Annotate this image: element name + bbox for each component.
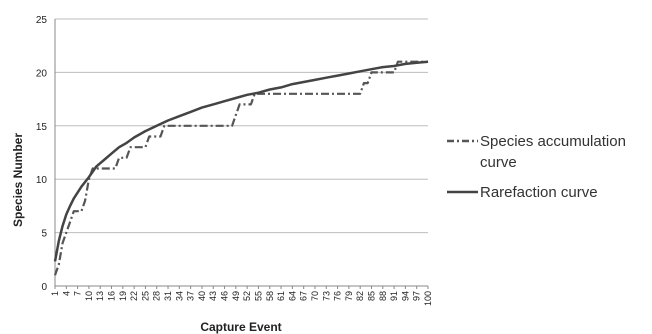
x-tick-label-25: 25: [140, 291, 150, 301]
x-tick-label-52: 52: [242, 291, 252, 301]
x-tick-label-85: 85: [366, 291, 376, 301]
legend-label-rarefaction: Rarefaction curve: [480, 184, 598, 201]
x-tick-label-28: 28: [152, 291, 162, 301]
x-tick-label-43: 43: [208, 291, 218, 301]
x-tick-label-31: 31: [163, 291, 173, 301]
legend-label-species-accumulation-cont: curve: [480, 154, 517, 171]
x-tick-label-1: 1: [50, 291, 60, 296]
x-tick-label-73: 73: [321, 291, 331, 301]
x-tick-label-70: 70: [310, 291, 320, 301]
x-tick-label-19: 19: [118, 291, 128, 301]
series-line-rarefaction-curve: [53, 60, 429, 262]
y-tick-label-20: 20: [36, 68, 48, 79]
x-tick-label-10: 10: [84, 291, 94, 301]
x-tick-label-4: 4: [61, 291, 71, 296]
x-tick-label-55: 55: [253, 291, 263, 301]
y-tick-labels: 0 5 10 15 20 25: [36, 15, 48, 293]
series-line-species-accumulation-curve: [53, 60, 428, 276]
x-axis-title: Capture Event: [200, 320, 281, 334]
x-tick-label-64: 64: [287, 291, 297, 301]
gridlines: [55, 18, 428, 234]
x-tick-label-46: 46: [220, 291, 230, 301]
y-tick-label-25: 25: [36, 15, 48, 26]
x-tick-label-34: 34: [174, 291, 184, 301]
y-tick-label-10: 10: [36, 175, 48, 186]
axes: [54, 19, 428, 287]
x-tick-label-88: 88: [378, 291, 388, 301]
x-tick-label-76: 76: [333, 291, 343, 301]
y-tick-label-0: 0: [41, 282, 47, 293]
y-tick-label-15: 15: [36, 122, 48, 133]
x-tick-label-61: 61: [276, 291, 286, 301]
x-tick-label-58: 58: [265, 291, 275, 301]
y-axis-title: Species Number: [11, 133, 25, 227]
x-tick-label-67: 67: [299, 291, 309, 301]
x-tick-label-91: 91: [389, 291, 399, 301]
y-tick-label-5: 5: [41, 229, 47, 240]
legend: Species accumulation curve Rarefaction c…: [447, 133, 626, 201]
x-tick-labels: 1 4 7 10 13 16 19 22 25 28 31 34 37 40 43 46 49 52 55 58 61 6…: [50, 286, 433, 306]
x-tick-label-13: 13: [95, 291, 105, 301]
series-lines: [53, 60, 429, 276]
x-tick-label-7: 7: [73, 291, 83, 296]
x-tick-label-37: 37: [186, 291, 196, 301]
x-tick-label-22: 22: [129, 291, 139, 301]
x-tick-label-82: 82: [355, 291, 365, 301]
x-tick-label-97: 97: [412, 291, 422, 301]
legend-label-species-accumulation: Species accumulation: [480, 133, 626, 150]
x-tick-label-100: 100: [423, 291, 433, 306]
x-tick-label-16: 16: [107, 291, 117, 301]
x-tick-label-79: 79: [344, 291, 354, 301]
x-tick-label-49: 49: [231, 291, 241, 301]
x-tick-label-40: 40: [197, 291, 207, 301]
x-tick-label-94: 94: [400, 291, 410, 301]
